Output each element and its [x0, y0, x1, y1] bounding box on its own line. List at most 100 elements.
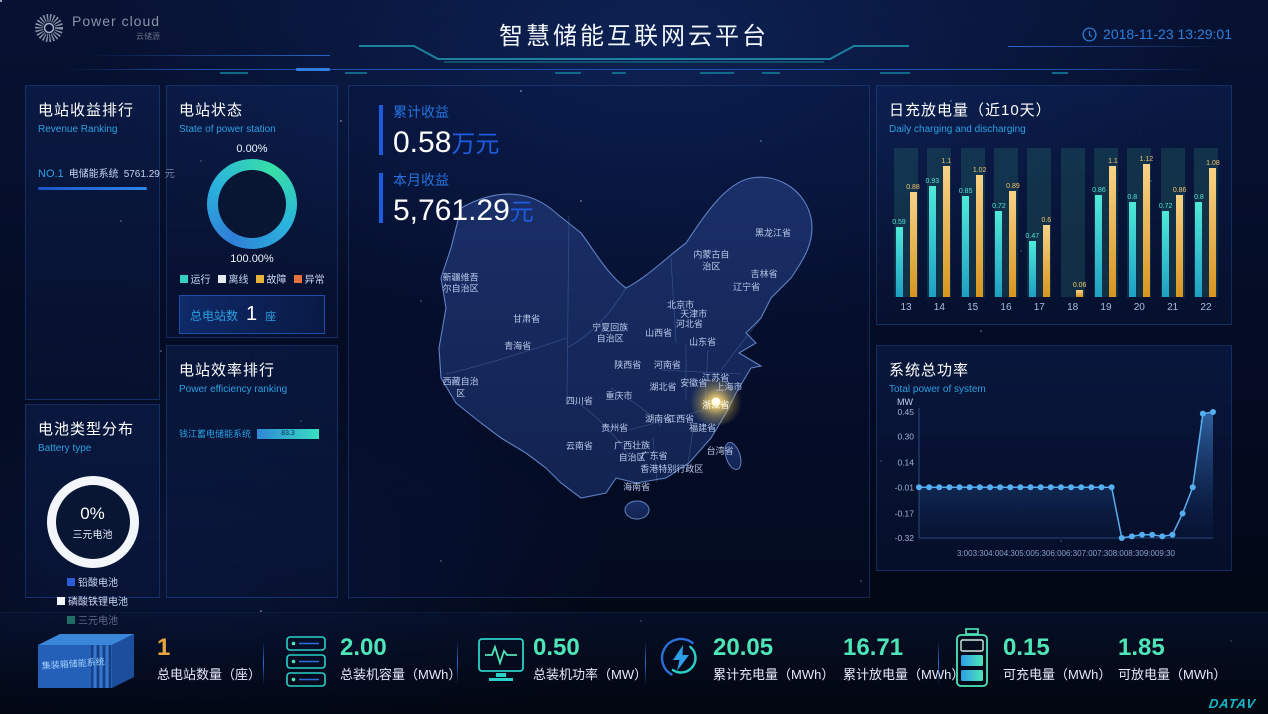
legend-item: 离线	[217, 271, 249, 286]
svg-text:0.45: 0.45	[897, 407, 914, 417]
battery-percent: 0%	[80, 503, 105, 523]
station-state-legend: 运行 离线 故障 异常	[179, 271, 325, 286]
stat-value: 1	[157, 634, 171, 661]
state-bottom-label: 100.00%	[230, 253, 274, 265]
map-label: 天津市	[680, 309, 708, 320]
footer-divider	[938, 641, 939, 685]
bar-category-label: 22	[1200, 302, 1212, 313]
map-label: 青海省	[504, 341, 532, 352]
panel-daily-charge: 日充放电量（近10天） Daily charging and dischargi…	[876, 85, 1232, 325]
svg-text:-0.01: -0.01	[895, 482, 915, 492]
bar-value-label: 0.06	[1072, 281, 1087, 289]
daily-bar-chart: 0.59 0.88 13 0.93 1.1 14 0.85 1.02 15 0.72 0.89 16 0…	[892, 148, 1220, 314]
bar-group: 0.72 0.89 16	[992, 148, 1020, 314]
deco-dash	[555, 72, 581, 74]
panel-revenue-ranking: 电站收益排行 Revenue Ranking NO.1 电储能系统 5761.2…	[25, 85, 175, 400]
map-highlight-dot	[711, 397, 721, 407]
bar-group: 0.8 1.12 20	[1126, 148, 1154, 314]
stat-value: 0.50	[533, 634, 580, 661]
map-label: 福建省	[689, 423, 717, 434]
panel-subtitle: Daily charging and discharging	[889, 124, 1026, 135]
revenue-rank-item: NO.1 电储能系统 5761.29 元	[38, 165, 175, 180]
panel-title: 电站收益排行	[38, 102, 135, 119]
map-highlight-glow	[687, 378, 744, 425]
bar-category-label: 15	[967, 302, 979, 313]
total-stations-value: 1	[246, 303, 258, 325]
state-donut-chart	[207, 159, 297, 249]
map-labels: 新疆维吾 尔自治区 甘肃省 青海省 西藏自治区四川省 云南省 贵州省 重庆市 陕西省 宁夏回族 自治…	[421, 138, 861, 593]
stat-total-charged: 20.05 累计充电量（MWh）	[713, 634, 834, 683]
deco-dash	[1052, 72, 1068, 74]
svg-text:0.14: 0.14	[897, 458, 914, 468]
rank-bar	[38, 187, 147, 190]
map-label: 黑龙江省	[754, 227, 792, 238]
panel-map: 累计收益 0.58万元 本月收益 5,761.29元	[348, 85, 870, 598]
bar	[1028, 240, 1036, 297]
stat-value: 20.05	[713, 634, 774, 661]
legend-label: 故障	[266, 275, 287, 286]
stat-value: 1.85	[1118, 634, 1165, 661]
china-map[interactable]: 新疆维吾 尔自治区 甘肃省 青海省 西藏自治区四川省 云南省 贵州省 重庆市 陕西省 宁夏回族 自治…	[421, 138, 861, 593]
stat-label: 可放电量（MWh）	[1118, 667, 1227, 683]
stat-label: 总装机功率（MW）	[533, 667, 648, 683]
map-label: 陕西省	[614, 359, 642, 370]
panel-title: 电站状态	[179, 102, 244, 119]
panel-subtitle: Revenue Ranking	[38, 124, 118, 135]
bar-value-label: 0.86	[1172, 186, 1187, 194]
svg-text:-0.17: -0.17	[895, 508, 915, 518]
legend-swatch	[57, 596, 65, 605]
svg-text:3:003:304:004:305:005:306:006:: 3:003:304:004:305:005:306:006:307:007:30…	[957, 549, 1176, 558]
footer-divider	[457, 641, 458, 685]
total-earnings-unit: 万元	[451, 131, 500, 158]
battery-donut-center: 0% 三元电池	[47, 476, 139, 568]
map-label: 海南省	[623, 482, 651, 493]
bar-background	[1060, 148, 1085, 297]
container-label: 集装箱储能系统	[41, 656, 105, 671]
map-label: 山东省	[689, 336, 717, 347]
map-label: 湖南省	[645, 414, 673, 425]
bar-value-label: 0.59	[892, 218, 906, 226]
bar	[1076, 289, 1084, 297]
legend-item: 磷酸铁锂电池	[57, 593, 128, 608]
sunburst-logo-icon	[35, 14, 63, 42]
bar	[942, 165, 950, 297]
panel-title: 电站效率排行	[179, 362, 276, 379]
stat-label: 总装机容量（MWh）	[340, 667, 462, 683]
legend-label: 磷酸铁锂电池	[68, 597, 128, 608]
bar	[1176, 194, 1184, 297]
panel-efficiency-ranking: 电站效率排行 Power efficiency ranking 钱江蓄电储能系统…	[166, 345, 338, 598]
bar-value-label: 0.6	[1041, 217, 1052, 225]
month-earnings-stat: 本月收益 5,761.29元	[379, 170, 534, 228]
stat-installed-capacity: 2.00 总装机容量（MWh）	[340, 634, 462, 683]
deco-dash	[220, 72, 248, 74]
datetime-text: 2018-11-23 13:29:01	[1103, 26, 1232, 42]
bar-group: 0.06 18	[1060, 148, 1086, 314]
stat-value: 0.15	[1003, 634, 1050, 661]
legend-label: 异常	[304, 275, 325, 286]
monitor-pulse-icon	[478, 638, 524, 681]
efficiency-rank-item: 钱江蓄电储能系统 83.3	[179, 427, 325, 440]
map-label: 湖北省	[649, 382, 677, 393]
deco-dash	[345, 72, 367, 74]
total-stations-unit: 座	[265, 311, 277, 323]
power-line-chart: MW0.45 0.30 0.14 -0.01 -0.17 -0.32 3:003:304:0…	[895, 397, 1216, 558]
header-line-right	[1008, 46, 1228, 47]
bar-group: 0.93 1.1 14	[926, 148, 952, 314]
bar-group: 0.86 1.1 19	[1092, 148, 1119, 314]
bar-category-label: 21	[1167, 302, 1179, 313]
bar	[1128, 201, 1136, 297]
stat-total-stations: 1 总电站数量（座）	[157, 634, 261, 683]
total-earnings-label: 累计收益	[393, 104, 449, 120]
month-earnings-value: 5,761.29	[393, 194, 510, 227]
map-label: 云南省	[565, 441, 593, 452]
bar-value-label: 0.93	[925, 178, 940, 186]
bar-value-label: 1.12	[1139, 155, 1154, 163]
bar-group: 0.85 1.02 15	[959, 148, 986, 314]
line-chart-content: MW0.45 0.30 0.14 -0.01 -0.17 -0.32 3:003:304:0…	[895, 397, 1216, 558]
deco-dash	[700, 72, 734, 74]
bar-category-label: 18	[1067, 302, 1079, 313]
panel-station-state: 电站状态 State of power station 0.00% 100.00…	[166, 85, 338, 338]
panel-subtitle: Total power of system	[889, 384, 986, 395]
bar	[1142, 163, 1150, 297]
